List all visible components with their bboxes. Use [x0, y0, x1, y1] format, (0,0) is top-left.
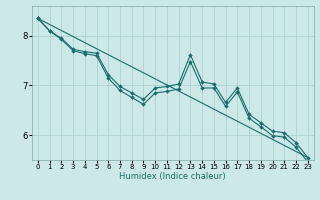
X-axis label: Humidex (Indice chaleur): Humidex (Indice chaleur): [119, 172, 226, 181]
